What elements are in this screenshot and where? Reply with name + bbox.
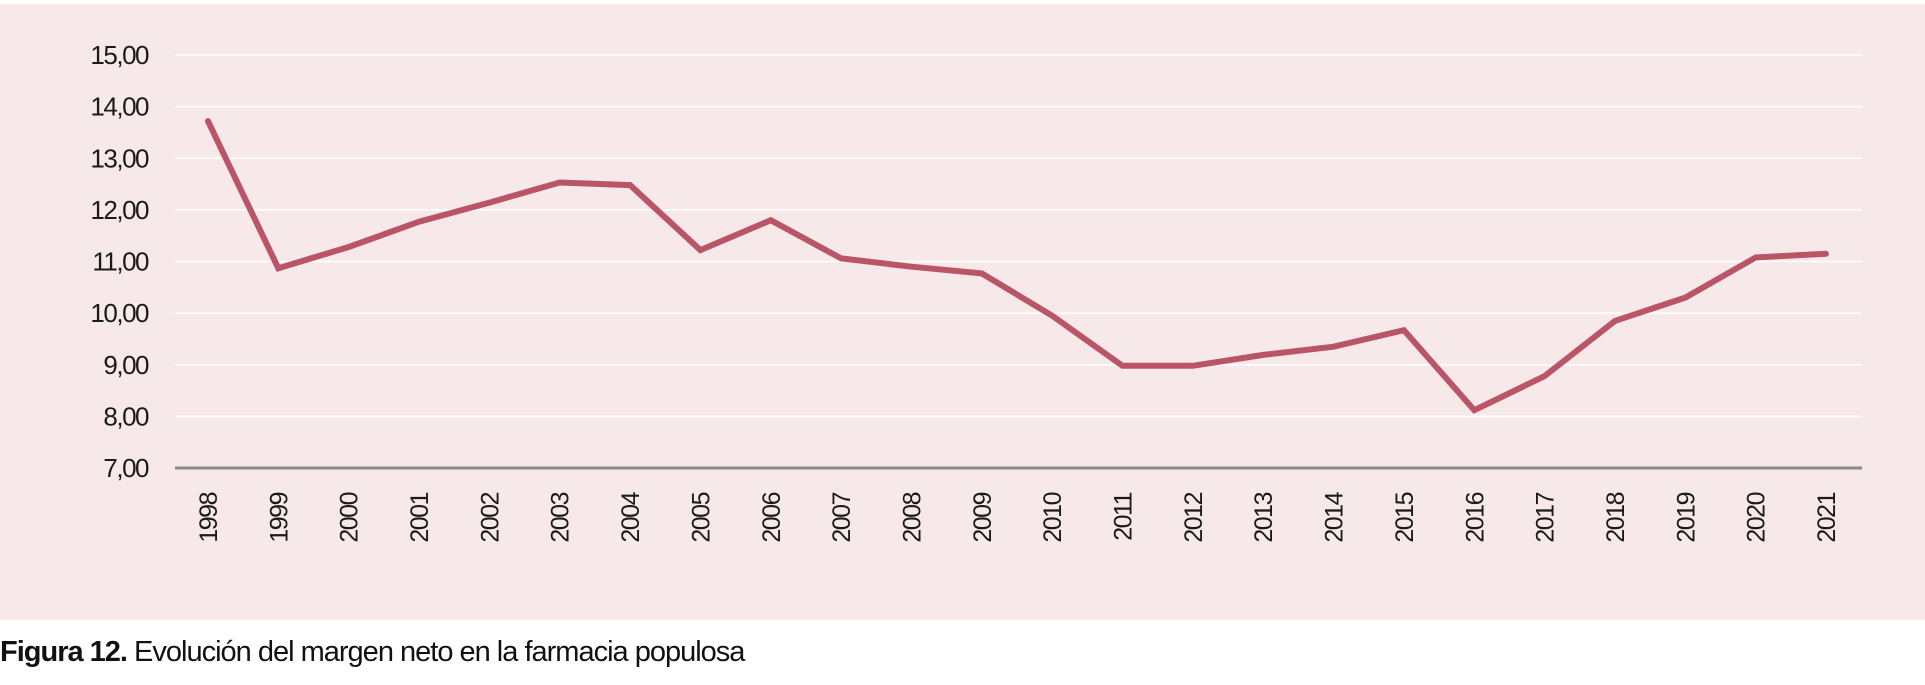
x-tick-label: 2012 bbox=[1180, 492, 1208, 542]
x-tick-label: 2013 bbox=[1250, 492, 1278, 542]
y-tick-label: 10,00 bbox=[90, 298, 149, 328]
x-tick-label: 2008 bbox=[898, 492, 926, 542]
x-tick-label: 2010 bbox=[1039, 492, 1067, 542]
x-tick-label: 2018 bbox=[1602, 492, 1630, 542]
chart-panel: 7,00 8,00 9,00 10,00 11,00 12,00 13,00 14,00 15,… bbox=[0, 4, 1925, 620]
x-tick-label: 2002 bbox=[476, 492, 504, 542]
x-tick-label: 2014 bbox=[1321, 491, 1349, 542]
x-tick-label: 2020 bbox=[1743, 492, 1771, 542]
y-tick-label: 7,00 bbox=[103, 453, 149, 483]
y-tick-label: 9,00 bbox=[103, 350, 149, 380]
y-tick-label: 13,00 bbox=[90, 143, 149, 173]
figure-label: Figura 12. bbox=[0, 636, 128, 668]
x-tick-label: 2004 bbox=[617, 491, 645, 542]
x-axis-ticks: 1998 1999 2000 2001 2002 2003 2004 2005 2006 2007… bbox=[195, 491, 1841, 542]
y-tick-label: 12,00 bbox=[90, 195, 149, 225]
x-tick-label: 2011 bbox=[1110, 492, 1138, 540]
y-tick-label: 11,00 bbox=[92, 247, 149, 277]
figure-caption: Figura 12. Evolución del margen neto en … bbox=[0, 636, 745, 669]
series-group bbox=[205, 118, 1829, 414]
x-tick-label: 2000 bbox=[336, 492, 364, 542]
x-tick-label: 1999 bbox=[265, 492, 293, 542]
x-tick-label: 2009 bbox=[969, 492, 997, 542]
x-tick-label: 2007 bbox=[828, 492, 856, 542]
x-tick-label: 2001 bbox=[406, 492, 434, 542]
series-line bbox=[205, 118, 1829, 414]
x-tick-label: 2015 bbox=[1391, 492, 1419, 542]
x-tick-label: 2006 bbox=[758, 492, 786, 542]
y-tick-label: 8,00 bbox=[103, 401, 149, 431]
x-tick-label: 2005 bbox=[687, 492, 715, 542]
y-tick-label: 14,00 bbox=[90, 92, 149, 122]
figure-caption-text: Evolución del margen neto en la farmacia… bbox=[127, 636, 745, 668]
grid-lines bbox=[175, 54, 1862, 418]
y-axis-ticks: 7,00 8,00 9,00 10,00 11,00 12,00 13,00 14,00 15,… bbox=[90, 40, 150, 483]
x-tick-label: 2021 bbox=[1813, 492, 1841, 542]
x-tick-label: 2016 bbox=[1461, 492, 1489, 542]
x-tick-label: 2017 bbox=[1532, 492, 1560, 542]
x-tick-label: 2019 bbox=[1672, 492, 1700, 542]
line-chart: 7,00 8,00 9,00 10,00 11,00 12,00 13,00 14,00 15,… bbox=[90, 40, 1862, 543]
y-tick-label: 15,00 bbox=[90, 40, 149, 70]
x-tick-label: 1998 bbox=[195, 492, 223, 542]
x-tick-label: 2003 bbox=[547, 492, 575, 542]
